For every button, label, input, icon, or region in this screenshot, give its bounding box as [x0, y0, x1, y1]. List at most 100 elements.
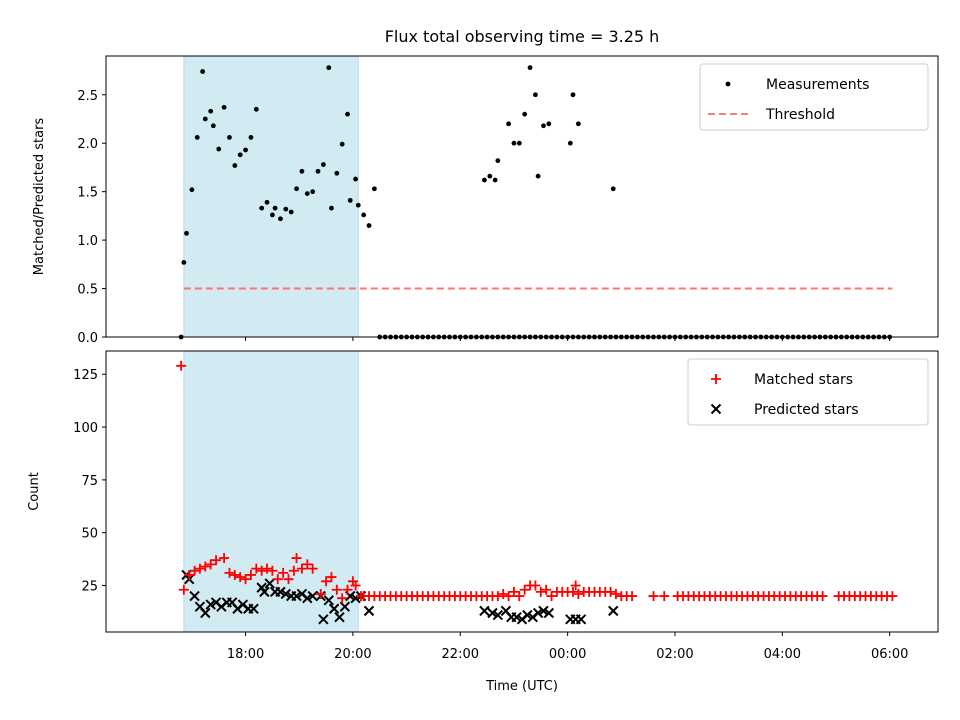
measurement-point [326, 65, 332, 71]
predicted-star-marker [543, 607, 555, 619]
y-tick-label: 0.0 [77, 331, 98, 346]
legend-marker-matched [711, 374, 721, 384]
matched-star-marker [200, 561, 211, 572]
matched-star-marker [342, 584, 353, 595]
measurement-point [294, 186, 299, 192]
count-panel: 25 50 75 100 125 18:00 20:00 22:00 00:00 02:00 04:… [27, 350, 939, 662]
matched-star-marker [272, 574, 283, 585]
matched-star-marker [648, 591, 659, 602]
matched-star-marker [245, 569, 256, 580]
measurement-point [487, 173, 493, 179]
measurement-point [334, 170, 340, 176]
matched-star-marker [240, 574, 251, 585]
matched-star-marker [498, 588, 509, 599]
matched-star-marker [331, 584, 342, 595]
predicted-star-marker [291, 590, 302, 602]
matched-star-marker [321, 576, 332, 587]
matched-star-marker [508, 586, 519, 597]
measurement-point [184, 230, 189, 236]
measurement-point [181, 259, 187, 265]
x-axis-label: Time (UTC) [485, 679, 558, 694]
y-tick-label: 0.5 [77, 283, 98, 298]
measurement-point [361, 212, 367, 218]
predicted-star-marker [363, 605, 375, 617]
legend-label: Measurements [766, 77, 869, 93]
measurement-point [278, 216, 283, 222]
predicted-star-marker [575, 614, 587, 625]
legend-label: Threshold [765, 107, 835, 123]
matched-star-marker [573, 588, 584, 599]
matched-star-marker [350, 580, 361, 591]
measurement-point [570, 92, 576, 98]
matched-star-marker [535, 586, 546, 597]
measurement-point [522, 111, 528, 117]
y-tick-label: 50 [81, 527, 98, 542]
observing-window [183, 55, 359, 338]
predicted-star-marker [538, 605, 549, 617]
measurement-point [533, 92, 538, 98]
x-tick-label: 02:00 [656, 647, 693, 662]
matched-star-marker [251, 563, 262, 574]
measurement-point [371, 186, 377, 192]
measurement-point [221, 104, 227, 110]
matched-star-marker [546, 591, 557, 602]
predicted-star-marker [487, 607, 498, 619]
matched-star-marker [817, 591, 828, 602]
predicted-star-marker [200, 607, 211, 619]
measurement-point [355, 202, 361, 208]
measurement-point [610, 186, 616, 192]
predicted-star-marker [522, 609, 533, 621]
matched-star-marker [530, 580, 541, 591]
measurement-point [232, 163, 238, 168]
measurement-point [527, 65, 533, 71]
matched-star-marker [315, 588, 326, 599]
y-tick-label: 25 [81, 580, 98, 595]
matched-star-marker [211, 555, 222, 566]
matched-star-marker [307, 563, 318, 574]
measurement-point [511, 140, 517, 146]
predicted-star-marker [492, 609, 504, 621]
axes-frame [105, 55, 939, 338]
matched-star-marker [205, 559, 216, 570]
measurement-point [315, 168, 321, 174]
axes-frame [105, 350, 939, 633]
matched-star-marker [176, 360, 187, 371]
matched-star-marker [178, 584, 189, 595]
x-tick-label: 20:00 [334, 647, 371, 662]
chart-title: Flux total observing time = 3.25 h [385, 27, 660, 46]
matched-star-marker [302, 559, 313, 570]
predicted-star-marker [511, 612, 522, 623]
legend-label: Matched stars [754, 372, 853, 388]
measurement-point [366, 223, 372, 228]
predicted-star-marker [532, 607, 544, 619]
matched-star-marker [326, 572, 337, 583]
measurement-point [259, 205, 265, 211]
predicted-star-marker [264, 578, 275, 589]
measurement-point [506, 121, 511, 127]
measurement-point [210, 123, 216, 129]
predicted-star-marker [189, 590, 200, 602]
predicted-star-marker [248, 603, 259, 614]
measurement-point [248, 134, 254, 140]
predicted-star-marker [479, 605, 490, 617]
matched-star-marker [887, 591, 898, 602]
measurement-point [237, 152, 243, 158]
predicted-star-marker [328, 603, 340, 614]
matched-star-marker [492, 591, 503, 602]
measurement-point [339, 141, 345, 147]
measurement-point [194, 134, 200, 140]
y-tick-label: 100 [73, 421, 98, 436]
x-tick-label: 06:00 [871, 647, 908, 662]
matched-star-marker [567, 586, 578, 597]
predicted-star-marker [259, 586, 270, 598]
predicted-star-marker [275, 586, 286, 598]
measurement-point [347, 197, 353, 203]
matched-star-marker [283, 574, 294, 585]
y-tick-label: 2.5 [77, 89, 98, 104]
legend-box [699, 63, 929, 131]
measurement-point [299, 168, 305, 174]
matched-star-marker [235, 572, 246, 583]
measurement-point [272, 205, 278, 211]
predicted-star-marker [318, 614, 329, 625]
